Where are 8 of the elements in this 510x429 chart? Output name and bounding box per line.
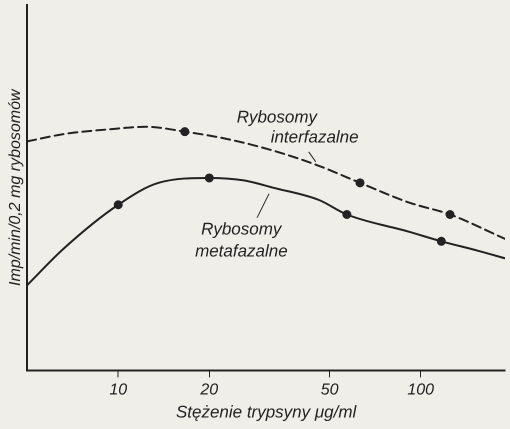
x-tick-label: 10 <box>109 381 128 398</box>
series-label: Rybosomy interfazalne <box>236 108 359 147</box>
legend-label: Rybosomy metafazalne <box>195 219 288 260</box>
x-tick-label: 100 <box>407 381 434 398</box>
x-tick-label: 20 <box>199 381 218 398</box>
x-axis-title: Stężenie trypsyny μg/ml <box>176 402 358 422</box>
y-axis-title: Imp/min/0,2 mg rybosomów <box>7 88 24 286</box>
x-tick-label: 50 <box>320 381 339 398</box>
